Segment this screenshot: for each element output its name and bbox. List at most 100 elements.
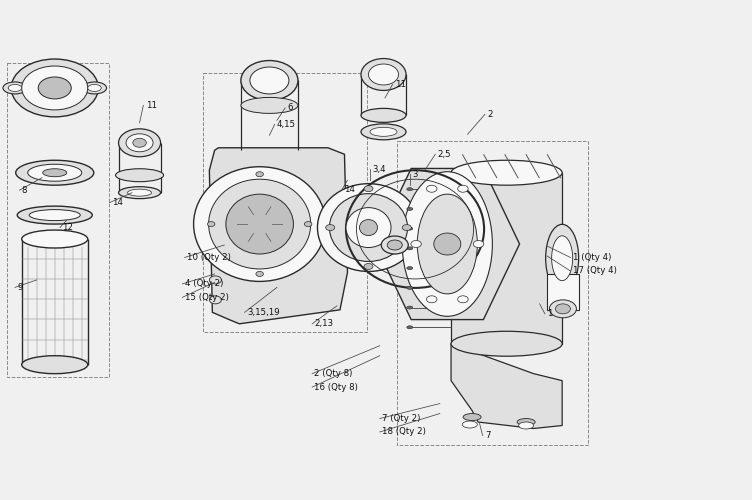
- Ellipse shape: [359, 220, 378, 236]
- Text: 16 (Qty 8): 16 (Qty 8): [314, 382, 358, 392]
- Ellipse shape: [462, 421, 478, 428]
- Ellipse shape: [22, 356, 88, 374]
- Ellipse shape: [126, 134, 153, 152]
- Ellipse shape: [550, 300, 577, 318]
- Ellipse shape: [329, 194, 408, 262]
- Ellipse shape: [407, 188, 413, 190]
- Ellipse shape: [434, 233, 461, 255]
- Ellipse shape: [407, 266, 413, 270]
- Ellipse shape: [346, 208, 391, 248]
- Ellipse shape: [361, 124, 406, 140]
- Ellipse shape: [546, 224, 579, 292]
- Ellipse shape: [256, 172, 263, 176]
- Text: 4 (Qty 2): 4 (Qty 2): [184, 280, 223, 288]
- Ellipse shape: [407, 326, 413, 329]
- Ellipse shape: [426, 296, 437, 303]
- Ellipse shape: [208, 222, 215, 226]
- Text: 11: 11: [395, 80, 406, 89]
- Ellipse shape: [417, 194, 478, 294]
- Ellipse shape: [8, 84, 22, 91]
- Polygon shape: [209, 148, 347, 324]
- Ellipse shape: [193, 166, 326, 281]
- Text: 4,15: 4,15: [277, 120, 296, 129]
- Ellipse shape: [250, 67, 289, 94]
- Ellipse shape: [407, 227, 413, 230]
- Ellipse shape: [411, 240, 421, 248]
- Text: 7 (Qty 2): 7 (Qty 2): [382, 414, 420, 423]
- Text: 18 (Qty 2): 18 (Qty 2): [382, 428, 426, 436]
- Ellipse shape: [116, 168, 164, 181]
- Ellipse shape: [364, 186, 373, 192]
- Text: 3: 3: [412, 170, 417, 178]
- Ellipse shape: [556, 304, 571, 314]
- Ellipse shape: [241, 98, 298, 114]
- Ellipse shape: [407, 247, 413, 250]
- Text: 12: 12: [62, 223, 73, 232]
- Ellipse shape: [17, 206, 92, 224]
- Polygon shape: [451, 344, 562, 428]
- Ellipse shape: [88, 84, 102, 91]
- Ellipse shape: [368, 64, 399, 85]
- Text: 3,15,19: 3,15,19: [247, 308, 280, 317]
- Ellipse shape: [43, 168, 67, 176]
- Ellipse shape: [305, 222, 312, 226]
- Ellipse shape: [402, 172, 493, 316]
- Ellipse shape: [22, 66, 88, 110]
- Ellipse shape: [407, 306, 413, 309]
- Ellipse shape: [119, 129, 161, 157]
- Text: 3,4: 3,4: [372, 164, 386, 173]
- Ellipse shape: [364, 264, 373, 270]
- Ellipse shape: [552, 236, 573, 281]
- Ellipse shape: [517, 418, 535, 426]
- Ellipse shape: [407, 286, 413, 290]
- Text: 1 (Qty 4): 1 (Qty 4): [573, 253, 611, 262]
- Text: 6: 6: [287, 104, 293, 112]
- Ellipse shape: [381, 236, 408, 254]
- Text: 2,5: 2,5: [438, 150, 451, 159]
- Ellipse shape: [458, 296, 468, 303]
- Ellipse shape: [361, 108, 406, 122]
- Text: 10 (Qty 2): 10 (Qty 2): [186, 253, 231, 262]
- Ellipse shape: [463, 414, 481, 420]
- Ellipse shape: [83, 82, 107, 94]
- Ellipse shape: [29, 210, 80, 220]
- Ellipse shape: [22, 230, 88, 248]
- Text: 7: 7: [485, 431, 490, 440]
- Ellipse shape: [11, 59, 99, 117]
- Ellipse shape: [317, 184, 420, 272]
- Text: 2 (Qty 8): 2 (Qty 8): [314, 369, 353, 378]
- Ellipse shape: [326, 224, 335, 230]
- Ellipse shape: [3, 82, 27, 94]
- Ellipse shape: [451, 160, 562, 185]
- Polygon shape: [375, 168, 520, 320]
- Ellipse shape: [208, 179, 311, 269]
- Ellipse shape: [241, 60, 298, 100]
- Ellipse shape: [119, 186, 161, 198]
- Ellipse shape: [209, 296, 221, 304]
- Ellipse shape: [473, 240, 484, 248]
- Text: 14: 14: [112, 198, 123, 207]
- Text: 8: 8: [22, 186, 27, 194]
- Ellipse shape: [128, 189, 152, 196]
- Ellipse shape: [16, 160, 94, 185]
- Text: 14: 14: [344, 184, 356, 194]
- Ellipse shape: [451, 332, 562, 356]
- Ellipse shape: [361, 58, 406, 90]
- Ellipse shape: [209, 276, 221, 284]
- Text: 9: 9: [17, 283, 23, 292]
- Ellipse shape: [387, 240, 402, 250]
- Ellipse shape: [407, 208, 413, 210]
- Ellipse shape: [226, 194, 293, 254]
- Bar: [547, 274, 579, 310]
- Ellipse shape: [38, 77, 71, 99]
- Text: 15 (Qty 2): 15 (Qty 2): [184, 293, 229, 302]
- Ellipse shape: [28, 164, 82, 181]
- Ellipse shape: [370, 128, 397, 136]
- Ellipse shape: [519, 422, 534, 429]
- Text: 1: 1: [547, 310, 553, 318]
- Ellipse shape: [426, 186, 437, 192]
- Ellipse shape: [133, 138, 147, 147]
- Text: 2,13: 2,13: [314, 320, 334, 328]
- Ellipse shape: [402, 224, 411, 230]
- Text: 17 (Qty 4): 17 (Qty 4): [573, 266, 617, 276]
